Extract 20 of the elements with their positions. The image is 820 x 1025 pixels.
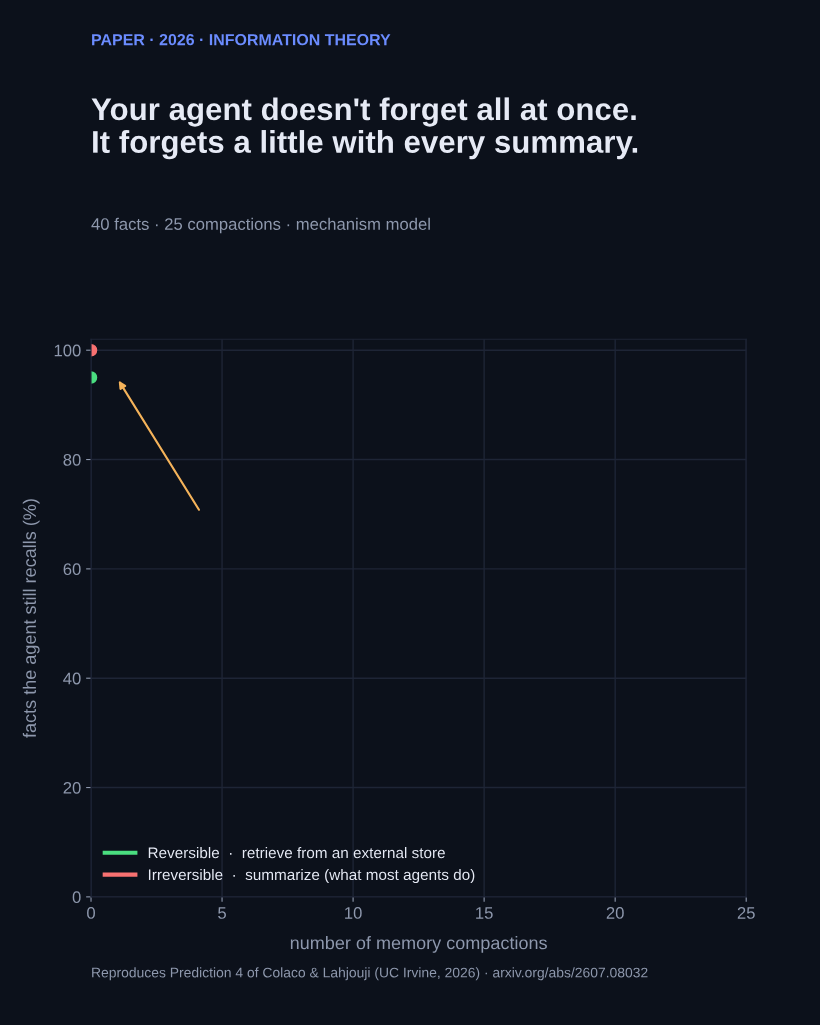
chart-title: Your agent doesn't forget all at once. It forgets a little with every summary. — [91, 97, 638, 160]
x-tick-label: 25 — [737, 907, 755, 919]
y-axis-title: facts the agent still recalls (%) — [22, 499, 40, 738]
text: PAPER · 2026 · INFORMATION THEORY — [92, 33, 391, 46]
legend-label: Reversible · retrieve from an external store — [148, 847, 445, 859]
text: Reproduces Prediction 4 of Colaco & Lahjouji (UC Irvine, 2026) · arxiv.org/abs/2607.08032 — [92, 967, 648, 981]
x-axis-title: number of memory compactions — [290, 936, 547, 953]
legend-label: Irreversible · summarize (what most agents do) — [148, 868, 475, 884]
y-tick-label: 40 — [63, 672, 81, 685]
x-tick-label: 15 — [476, 907, 493, 919]
y-tick-label: 60 — [63, 563, 81, 576]
chart-subtitle: 40 facts · 25 compactions · mechanism model — [91, 217, 430, 234]
y-tick-label: 0 — [72, 891, 81, 904]
y-tick-label: 100 — [54, 344, 81, 357]
x-tick-label: 5 — [218, 907, 226, 919]
x-tick-label: 20 — [606, 907, 624, 919]
x-tick-label: 0 — [87, 907, 95, 919]
x-tick-label: 10 — [345, 907, 362, 919]
y-tick-label: 80 — [63, 453, 81, 466]
y-tick-label: 20 — [63, 781, 81, 794]
